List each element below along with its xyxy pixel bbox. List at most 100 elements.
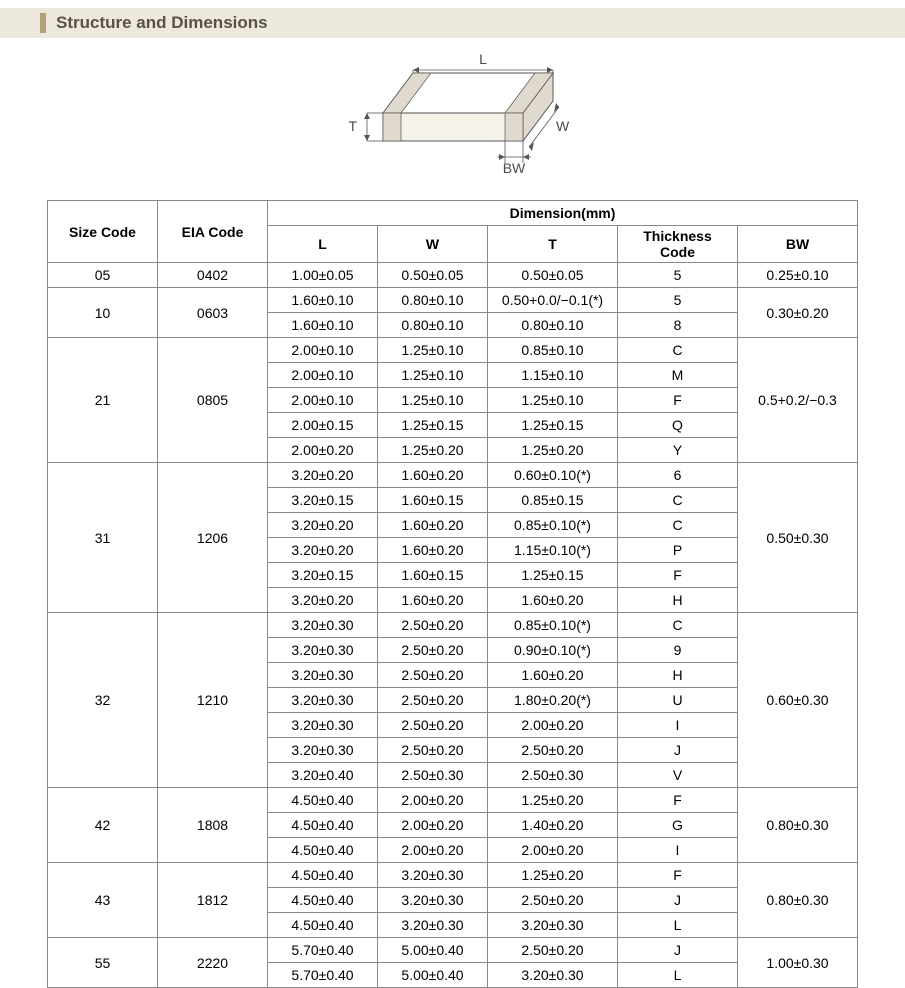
cell-eia-code: 0603 [158,288,268,338]
col-header: L [268,226,378,263]
cell-tc: G [618,813,738,838]
cell-tc: J [618,738,738,763]
col-header: BW [738,226,858,263]
cell-t: 2.00±0.20 [488,713,618,738]
cell-bw: 0.50±0.30 [738,463,858,613]
cell-l: 2.00±0.10 [268,338,378,363]
cell-l: 3.20±0.20 [268,588,378,613]
cell-l: 4.50±0.40 [268,838,378,863]
cell-w: 3.20±0.30 [378,913,488,938]
cell-tc: H [618,663,738,688]
table-row: 5522205.70±0.405.00±0.402.50±0.20J1.00±0… [48,938,858,963]
svg-text:W: W [556,118,570,134]
cell-l: 4.50±0.40 [268,813,378,838]
cell-l: 3.20±0.30 [268,688,378,713]
cell-w: 1.60±0.20 [378,513,488,538]
dimension-diagram: L T W BW [0,42,905,200]
cell-l: 2.00±0.10 [268,388,378,413]
cell-tc: Y [618,438,738,463]
cell-t: 1.80±0.20(*) [488,688,618,713]
chip-diagram-svg: L T W BW [323,46,583,196]
cell-tc: U [618,688,738,713]
section-title-bar: Structure and Dimensions [0,8,905,38]
cell-l: 3.20±0.15 [268,488,378,513]
col-header: Thickness Code [618,226,738,263]
cell-l: 2.00±0.15 [268,413,378,438]
cell-t: 2.50±0.20 [488,888,618,913]
cell-t: 2.00±0.20 [488,838,618,863]
cell-bw: 0.30±0.20 [738,288,858,338]
cell-w: 1.25±0.10 [378,388,488,413]
svg-text:BW: BW [502,160,525,176]
cell-l: 3.20±0.40 [268,763,378,788]
table-row: 2108052.00±0.101.25±0.100.85±0.10C0.5+0.… [48,338,858,363]
cell-l: 3.20±0.20 [268,538,378,563]
cell-tc: L [618,913,738,938]
table-row: 0504021.00±0.050.50±0.050.50±0.0550.25±0… [48,263,858,288]
cell-tc: C [618,513,738,538]
cell-l: 4.50±0.40 [268,913,378,938]
cell-bw: 0.60±0.30 [738,613,858,788]
cell-t: 1.25±0.15 [488,563,618,588]
table-row: 4218084.50±0.402.00±0.201.25±0.20F0.80±0… [48,788,858,813]
cell-tc: C [618,488,738,513]
cell-size-code: 55 [48,938,158,988]
cell-t: 1.15±0.10 [488,363,618,388]
cell-w: 1.60±0.20 [378,538,488,563]
cell-size-code: 32 [48,613,158,788]
cell-t: 0.85±0.10 [488,338,618,363]
cell-w: 1.25±0.10 [378,338,488,363]
cell-tc: P [618,538,738,563]
cell-l: 1.00±0.05 [268,263,378,288]
cell-w: 2.50±0.30 [378,763,488,788]
cell-l: 3.20±0.20 [268,463,378,488]
cell-tc: I [618,838,738,863]
cell-l: 2.00±0.10 [268,363,378,388]
cell-size-code: 43 [48,863,158,938]
cell-w: 2.50±0.20 [378,663,488,688]
cell-bw: 0.80±0.30 [738,863,858,938]
dimensions-table: Size CodeEIA CodeDimension(mm)LWTThickne… [47,200,858,988]
cell-size-code: 21 [48,338,158,463]
cell-tc: C [618,613,738,638]
table-row: 1006031.60±0.100.80±0.100.50+0.0/−0.1(*)… [48,288,858,313]
cell-tc: J [618,938,738,963]
cell-l: 1.60±0.10 [268,288,378,313]
cell-t: 1.15±0.10(*) [488,538,618,563]
col-header: Dimension(mm) [268,201,858,226]
cell-t: 1.25±0.20 [488,863,618,888]
cell-tc: V [618,763,738,788]
col-header: W [378,226,488,263]
cell-tc: 8 [618,313,738,338]
section-title: Structure and Dimensions [56,13,268,33]
cell-t: 1.25±0.20 [488,438,618,463]
cell-t: 1.25±0.15 [488,413,618,438]
cell-t: 2.50±0.20 [488,938,618,963]
cell-bw: 0.80±0.30 [738,788,858,863]
cell-l: 3.20±0.15 [268,563,378,588]
cell-t: 1.60±0.20 [488,663,618,688]
cell-t: 2.50±0.20 [488,738,618,763]
cell-tc: L [618,963,738,988]
table-row: 3112063.20±0.201.60±0.200.60±0.10(*)60.5… [48,463,858,488]
col-header: Size Code [48,201,158,263]
cell-l: 5.70±0.40 [268,938,378,963]
cell-w: 2.50±0.20 [378,713,488,738]
cell-l: 3.20±0.30 [268,738,378,763]
cell-w: 2.00±0.20 [378,788,488,813]
cell-size-code: 31 [48,463,158,613]
cell-l: 3.20±0.30 [268,713,378,738]
title-accent [40,13,46,33]
cell-w: 3.20±0.30 [378,863,488,888]
col-header: EIA Code [158,201,268,263]
cell-w: 1.25±0.15 [378,413,488,438]
cell-w: 0.80±0.10 [378,313,488,338]
svg-text:T: T [348,118,357,134]
cell-bw: 1.00±0.30 [738,938,858,988]
cell-l: 3.20±0.30 [268,663,378,688]
svg-text:L: L [479,51,487,67]
cell-tc: 9 [618,638,738,663]
cell-l: 3.20±0.30 [268,613,378,638]
cell-l: 5.70±0.40 [268,963,378,988]
cell-l: 3.20±0.30 [268,638,378,663]
